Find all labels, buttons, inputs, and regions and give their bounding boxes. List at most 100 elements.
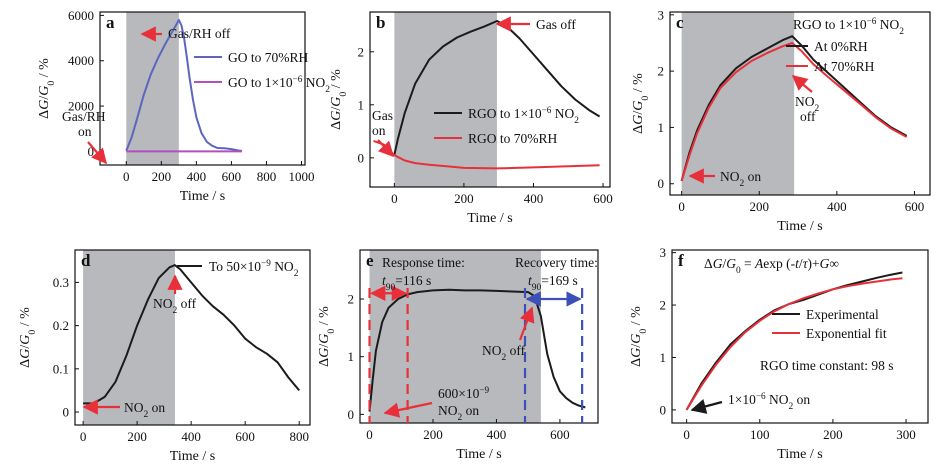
x-tick-label: 800	[257, 169, 277, 184]
plot-frame-b	[369, 11, 611, 188]
series-line-f-1	[685, 277, 903, 411]
panel-letter: a	[106, 13, 115, 32]
annotation-gas-b: Gas	[372, 108, 393, 123]
y-tick-label: 1	[658, 120, 665, 135]
arrow-gas-on-b	[377, 139, 395, 158]
y-tick-label: 0.1	[53, 361, 69, 376]
y-tick-label: 2	[348, 292, 355, 307]
x-tick-label: 200	[750, 199, 770, 214]
panel-b: 0 200 400 600 0 1 2 Time / s ΔG/G0 / % b Gas off RG…	[329, 11, 613, 226]
y-axis-label: ΔG/G0 / %	[629, 306, 649, 367]
y-tick-label: 4000	[68, 53, 94, 68]
exposure-region-d	[83, 250, 175, 425]
y-tick-label: 6000	[68, 8, 94, 23]
annotation-gas-on: on	[78, 124, 92, 139]
y-tick-label: 3	[660, 245, 667, 260]
panel-letter: e	[366, 251, 374, 270]
x-axis-label: Time / s	[170, 449, 215, 464]
annotation-no2-on-c: NO2 on	[720, 169, 761, 189]
annotation-time-constant: RGO time constant: 98 s	[760, 358, 894, 373]
x-tick-label: 200	[454, 191, 474, 206]
x-tick-label: 0	[391, 191, 398, 206]
y-tick-label: 2	[660, 298, 667, 313]
y-axis-label: ΔG/G0 / %	[18, 307, 38, 368]
y-tick-label: 2	[658, 64, 665, 79]
legend-label-b-1: RGO to 70%RH	[468, 131, 558, 146]
annotation-no2-on-d: NO2 on	[124, 400, 165, 420]
y-axis-label: ΔG/G0 / %	[37, 58, 57, 119]
y-tick-label: 0	[348, 407, 355, 422]
series-line-a-0	[125, 18, 243, 152]
y-tick-label: 2000	[68, 99, 94, 114]
y-tick-label: 0	[660, 402, 667, 417]
annotation-gas-rh: Gas/RH	[62, 109, 106, 124]
series-line-e-0	[368, 288, 586, 412]
y-axis-label: ΔG/G0 / %	[317, 306, 337, 367]
x-tick-label: 0	[123, 169, 130, 184]
y-tick-label: 1	[660, 350, 667, 365]
y-axis-label: ΔG/G0 / %	[631, 73, 651, 134]
plot-frame-c	[669, 11, 931, 196]
legend-label-c-0: At 0%RH	[814, 39, 868, 54]
y-tick-label: 0	[658, 176, 665, 191]
x-tick-label: 1000	[288, 169, 314, 184]
x-tick-label: 400	[827, 199, 847, 214]
panel-d: 0 200 400 600 800 0 0.1 0.2 0.3 Time / s ΔG/G0 / %…	[18, 249, 311, 464]
legend-label-c-1: At 70%RH	[814, 59, 875, 74]
legend-label-a-1: GO to 1×10−6 NO2	[228, 74, 330, 95]
arrow-no2-off-e	[518, 306, 535, 341]
annotation-t90-recovery: t90=169 s	[528, 273, 578, 293]
annotation-on-b: on	[372, 123, 386, 138]
exposure-region-b	[394, 12, 497, 187]
x-tick-label: 0	[366, 427, 373, 442]
x-tick-label: 0	[683, 427, 690, 442]
exposure-region-e	[369, 250, 541, 423]
series-line-c-1	[680, 42, 908, 182]
annotation-gas-off-b: Gas off	[536, 17, 576, 32]
annotation-t90-response: t90=116 s	[382, 273, 431, 293]
panel-e: 0 200 400 600 0 1 2 Time / s ΔG/G0 / % e Response …	[317, 249, 599, 462]
legend-label-d-0: To 50×10−9 NO2	[209, 258, 299, 279]
plot-frame-e	[359, 249, 599, 424]
annotation-no2-off-d: NO2 off	[153, 296, 197, 316]
exposure-region-c	[681, 12, 795, 195]
annotation-conc-e: 600×10−9	[438, 385, 490, 401]
legend-label-b-0: RGO to 1×10−6 NO2	[468, 105, 579, 126]
panel-letter: f	[678, 251, 684, 270]
plot-frame-a	[99, 11, 306, 166]
x-tick-label: 600	[593, 191, 613, 206]
x-tick-label: 100	[750, 427, 770, 442]
x-tick-label: 0	[80, 429, 87, 444]
annotation-off-c: off	[800, 109, 816, 124]
series-line-d-0	[83, 264, 300, 405]
x-tick-label: 200	[127, 429, 147, 444]
x-tick-label: 400	[524, 191, 544, 206]
x-tick-label: 400	[187, 169, 207, 184]
x-tick-label: 0	[678, 199, 685, 214]
panel-letter: c	[676, 13, 684, 32]
x-tick-label: 400	[487, 427, 507, 442]
x-axis-label: Time / s	[467, 211, 512, 226]
panel-c: 0 200 400 600 0 1 2 3 Time / s ΔG/G0 / % c RGO to 1…	[631, 7, 931, 234]
arrow-no2-off-c	[791, 75, 813, 93]
x-tick-label: 800	[289, 429, 309, 444]
y-tick-label: 1	[348, 349, 355, 364]
x-tick-label: 600	[905, 199, 925, 214]
y-tick-label: 0	[63, 405, 70, 420]
arrow-no2-on-f	[690, 398, 723, 414]
legend-label-f-0: Experimental	[806, 307, 879, 322]
series-line-f-0	[685, 271, 903, 411]
x-axis-label: Time / s	[777, 447, 822, 462]
annotation-recovery-time: Recovery time:	[515, 255, 598, 270]
annotation-response-time: Response time:	[382, 255, 465, 270]
x-tick-label: 400	[181, 429, 201, 444]
panel-a: 0 200 400 600 800 1000 0 2000 4000 6000 Time / s ΔG…	[37, 8, 330, 204]
arrow-gas-on	[87, 141, 108, 165]
x-tick-label: 200	[423, 427, 443, 442]
x-tick-label: 600	[550, 427, 570, 442]
y-tick-label: 1	[358, 97, 365, 112]
y-tick-label: 2	[358, 44, 365, 59]
annotation-no2-off-e: NO2 off	[482, 343, 526, 363]
y-tick-label: 0.2	[53, 318, 69, 333]
